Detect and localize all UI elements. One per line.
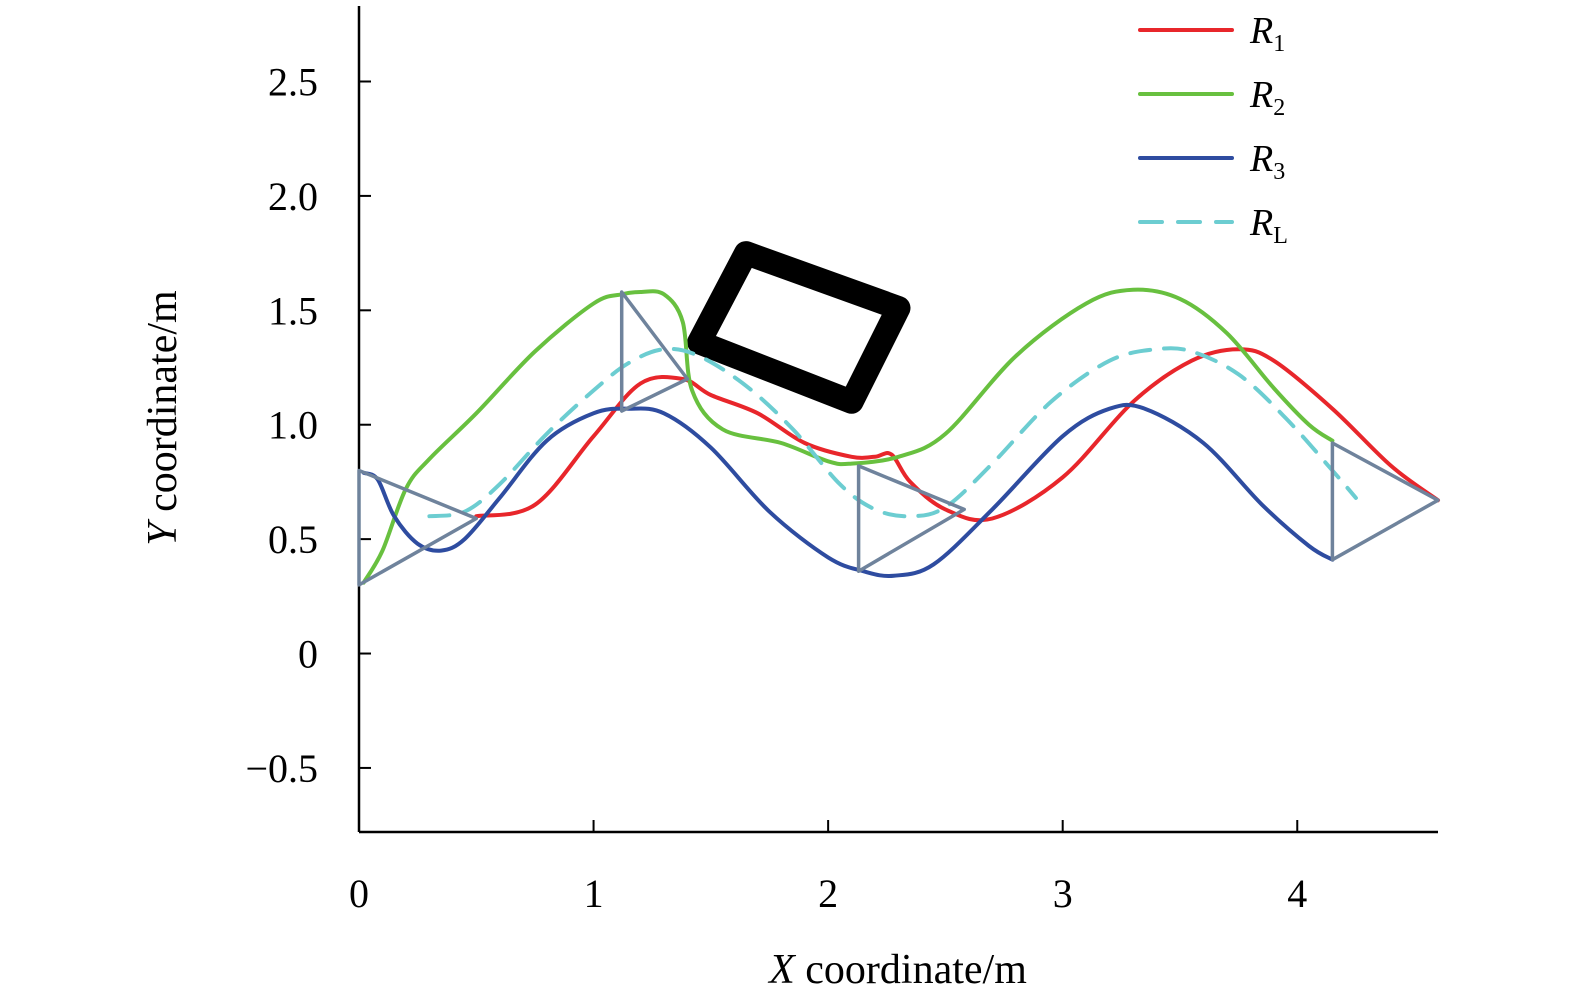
y-tick-label: 2.0: [268, 174, 318, 219]
x-tick-label: 0: [349, 871, 369, 916]
legend-label-sub: L: [1273, 223, 1288, 249]
legend-label-main: R: [1249, 74, 1273, 116]
legend-label-sub: 1: [1273, 31, 1285, 57]
series-line-R3: [361, 402, 1335, 578]
legend-label-main: R: [1249, 202, 1273, 244]
formation-triangle: [357, 468, 479, 587]
x-tick-label: 1: [584, 871, 604, 916]
legend-label-sub: 3: [1273, 159, 1285, 185]
y-ticks: −0.5 0 0.5 1.0 1.5 2.0 2.5: [245, 60, 371, 791]
legend-label-R3: R3: [1249, 138, 1285, 185]
y-axis-title-rest: coordinate/m: [140, 290, 186, 522]
x-axis-title-var: X: [767, 947, 797, 993]
legend-label-sub: 2: [1273, 95, 1285, 121]
legend-label-RL: RL: [1249, 202, 1288, 249]
y-tick-label: 0.5: [268, 517, 318, 562]
y-tick-label: 1.0: [268, 403, 318, 448]
legend-label-R2: R2: [1249, 74, 1285, 121]
series-line-R2: [361, 287, 1335, 585]
obstacle: [687, 241, 911, 414]
y-tick-label: −0.5: [245, 746, 318, 791]
x-tick-label: 4: [1287, 871, 1307, 916]
series-layer: [361, 287, 1440, 585]
y-axis-title: Y coordinate/m: [140, 290, 186, 546]
y-tick-label: 1.5: [268, 288, 318, 333]
x-tick-label: 2: [818, 871, 838, 916]
y-tick-label: 0: [298, 632, 318, 677]
formation-layer: [357, 290, 1440, 587]
x-axis-title-rest: coordinate/m: [795, 947, 1027, 993]
x-axis-title: X coordinate/m: [767, 947, 1027, 993]
legend-label-main: R: [1249, 10, 1273, 52]
legend-label-main: R: [1249, 138, 1273, 180]
y-tick-label: 2.5: [268, 60, 318, 105]
formation-triangle: [619, 290, 690, 413]
legend-label-R1: R1: [1249, 10, 1285, 57]
series-line-R1: [474, 347, 1440, 523]
y-axis-title-var: Y: [140, 518, 186, 546]
x-ticks: 0 1 2 3 4: [349, 820, 1307, 916]
axes: [357, 6, 1438, 834]
obstacle-layer: [687, 241, 911, 414]
x-tick-label: 3: [1053, 871, 1073, 916]
series-line-RL: [427, 346, 1358, 519]
formation-triangle: [856, 464, 966, 573]
formation-triangle: [1330, 441, 1440, 562]
